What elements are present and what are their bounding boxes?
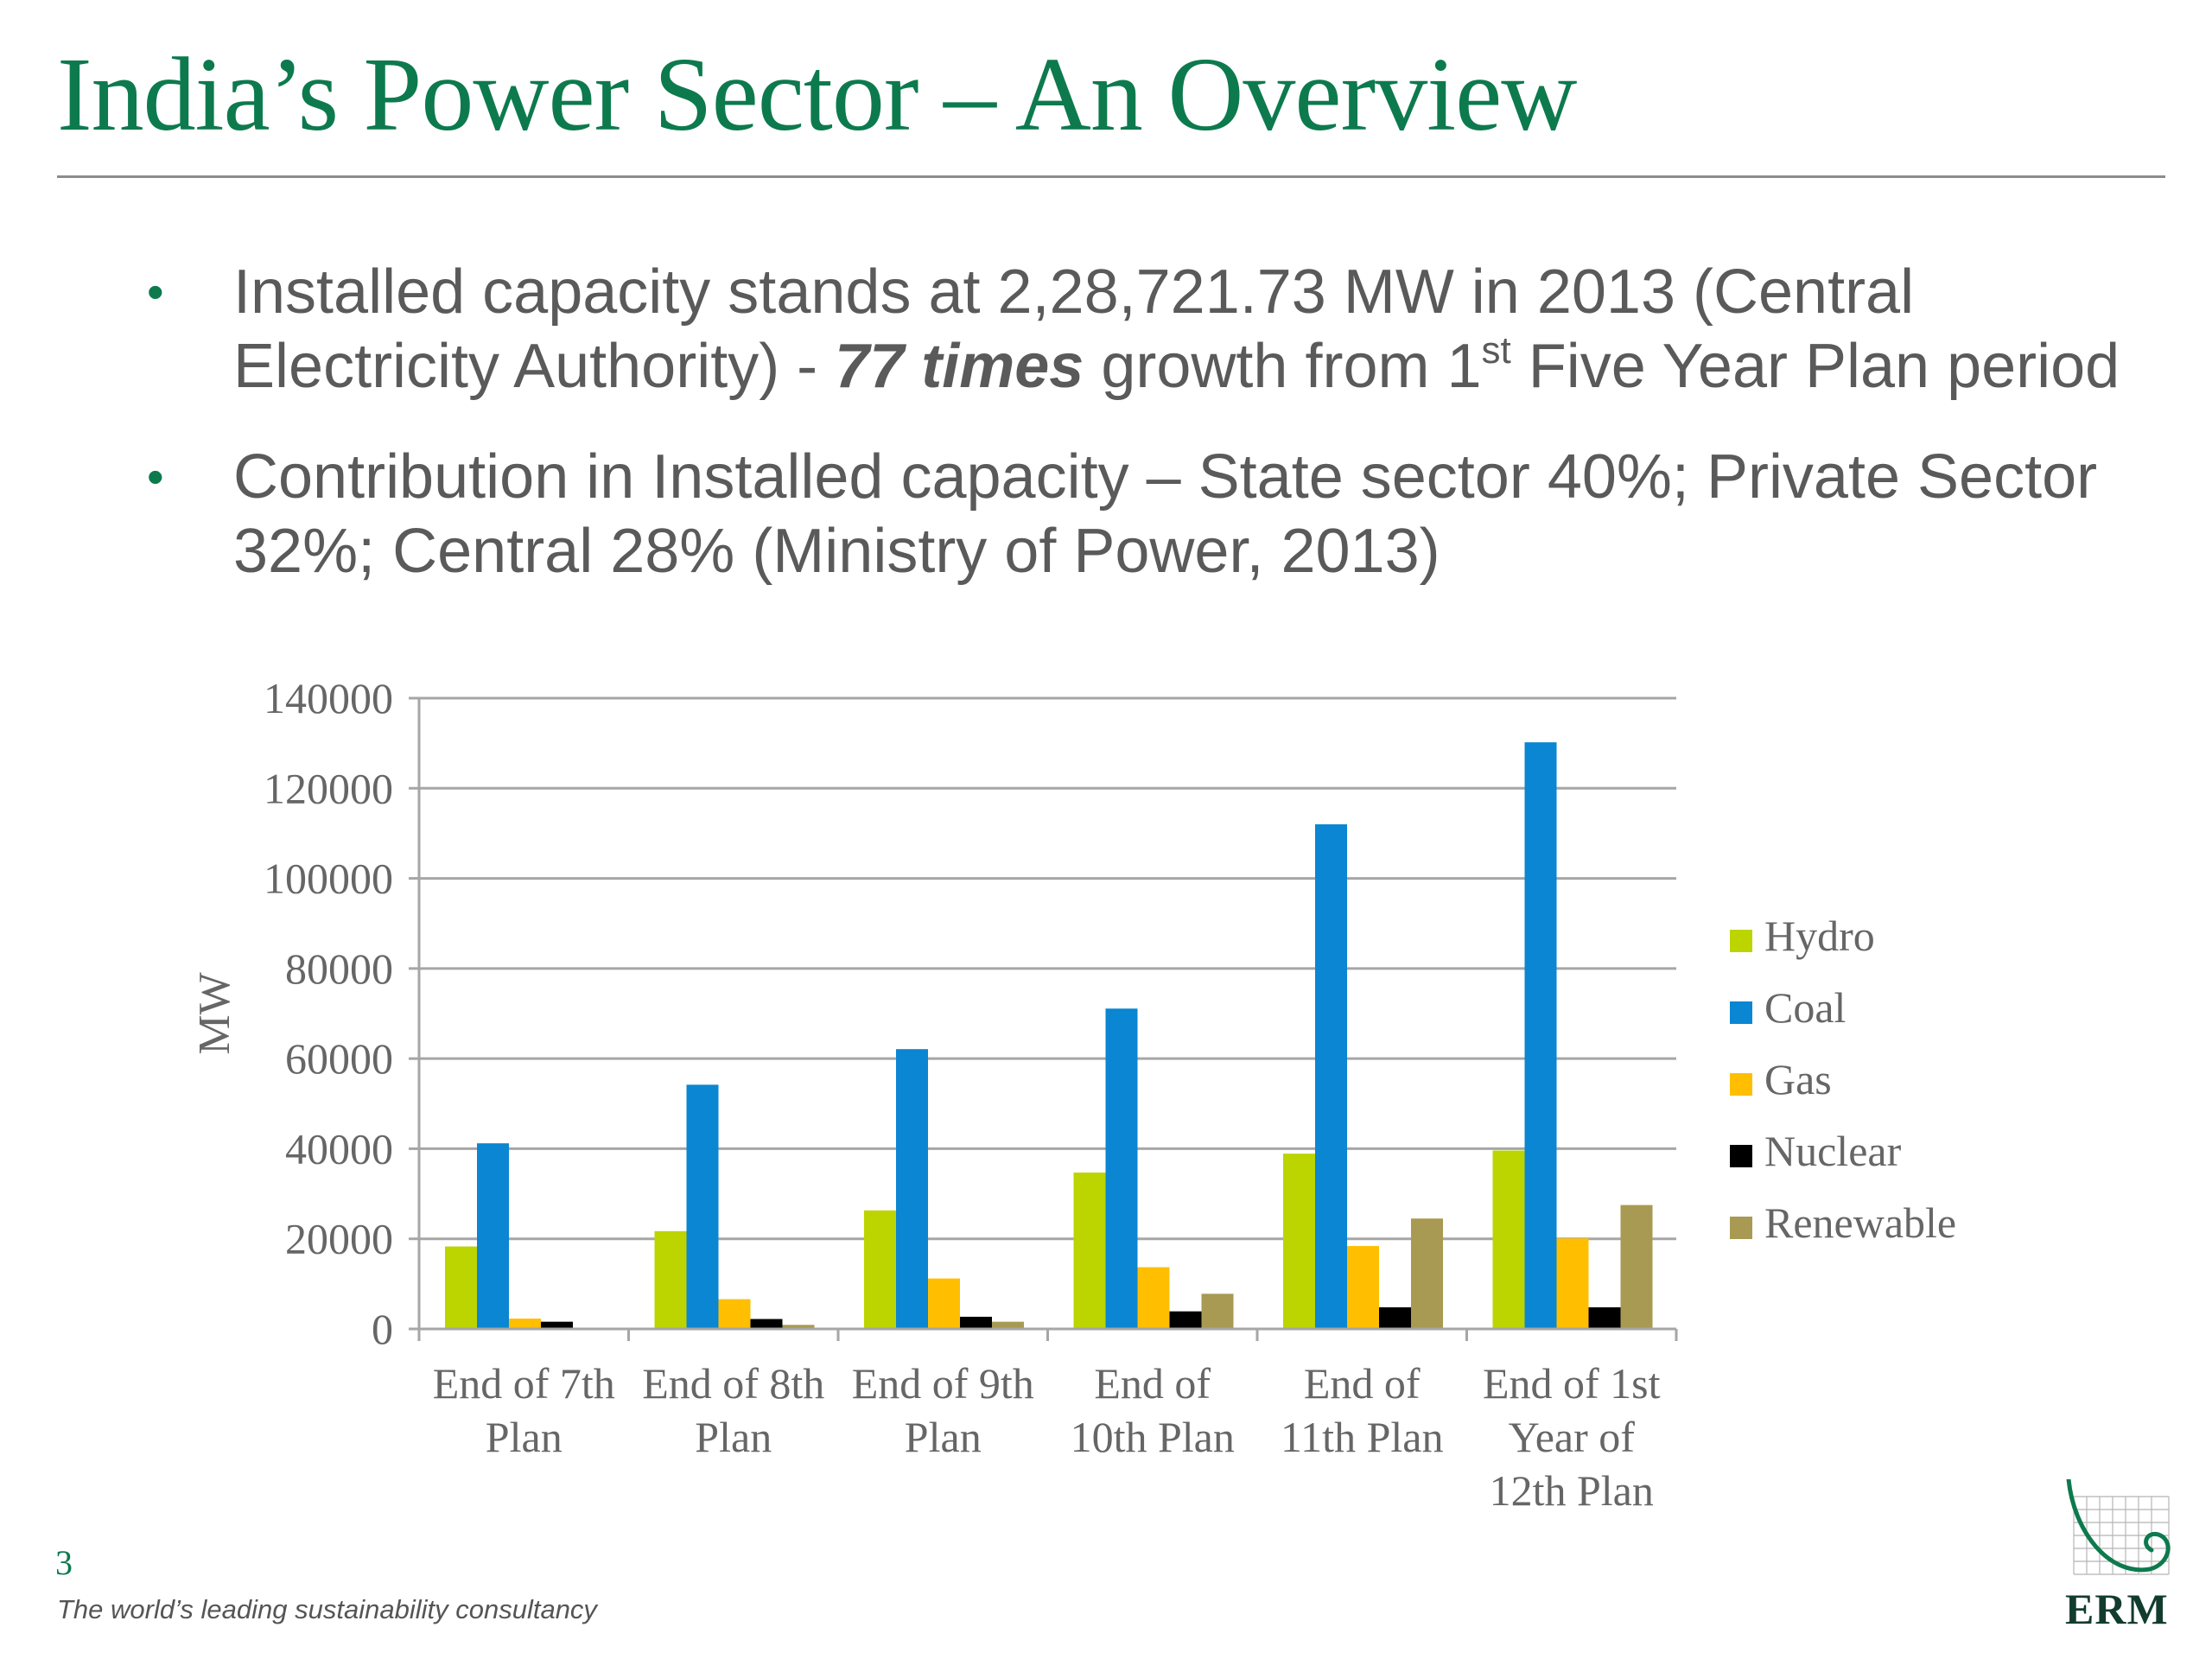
y-tick-label: 140000 <box>264 674 393 722</box>
bar-gas <box>1347 1246 1379 1329</box>
x-category-label: 10th Plan <box>1071 1413 1235 1461</box>
bar-renewable <box>1411 1218 1443 1329</box>
bars <box>445 742 1653 1329</box>
bar-hydro <box>654 1230 687 1329</box>
erm-logo-mark <box>2066 1479 2171 1575</box>
gridlines <box>419 696 1676 1331</box>
bullet-item-contribution: • Contribution in Installed capacity – S… <box>147 440 2160 588</box>
bar-coal <box>1315 824 1347 1329</box>
legend-swatch-gas <box>1730 1073 1752 1096</box>
bullet-text: Five Year Plan period <box>1510 332 2120 401</box>
bar-hydro <box>1073 1173 1106 1329</box>
bar-nuclear <box>1379 1306 1411 1329</box>
x-category-label: Plan <box>695 1413 772 1461</box>
bar-gas <box>718 1299 751 1329</box>
slide-title: India’s Power Sector – An Overview <box>57 36 1577 153</box>
legend-label-renewable: Renewable <box>1764 1198 1956 1247</box>
legend-swatch-nuclear <box>1730 1145 1752 1167</box>
bar-renewable <box>1201 1294 1234 1329</box>
axes <box>409 696 1678 1341</box>
bullet-list: • Installed capacity stands at 2,28,721.… <box>147 255 2160 625</box>
bar-nuclear <box>1169 1311 1202 1329</box>
bar-gas <box>1137 1267 1170 1329</box>
erm-logo-text: ERM <box>2065 1585 2169 1633</box>
footer-tagline: The world’s leading sustainability consu… <box>57 1594 597 1624</box>
bullet-text: Installed capacity stands at 2,28,721.73… <box>233 257 1915 401</box>
bar-hydro <box>1492 1150 1525 1329</box>
legend-swatch-coal <box>1730 1001 1752 1024</box>
x-category-label: End of 1st <box>1483 1359 1661 1408</box>
legend-label-coal: Coal <box>1764 983 1846 1032</box>
x-category-label: Year of <box>1509 1413 1636 1461</box>
legend-label-hydro: Hydro <box>1764 912 1875 960</box>
bullet-superscript: st <box>1481 329 1511 372</box>
bar-renewable <box>992 1321 1024 1329</box>
bar-coal <box>686 1084 719 1329</box>
bar-renewable <box>782 1325 815 1329</box>
bullet-marker: • <box>147 264 164 319</box>
x-category-label: Plan <box>486 1413 563 1461</box>
bar-nuclear <box>541 1321 573 1329</box>
bullet-text: Contribution in Installed capacity – Sta… <box>233 442 2098 586</box>
bar-coal <box>896 1049 928 1329</box>
bar-hydro <box>1283 1154 1315 1329</box>
axis-labels: 0 20000 40000 60000 80000 100000 120000 140000 M… <box>190 674 1661 1515</box>
bar-nuclear <box>750 1319 783 1329</box>
legend: Hydro Coal Gas Nuclear Renewable <box>1730 912 1956 1247</box>
x-category-label: Plan <box>905 1413 982 1461</box>
bar-coal <box>1105 1008 1138 1329</box>
legend-swatch-renewable <box>1730 1217 1752 1239</box>
y-tick-label: 100000 <box>264 855 393 903</box>
bar-nuclear <box>1588 1306 1621 1329</box>
x-category-label: End of 7th <box>433 1359 615 1408</box>
x-category-label: End of 9th <box>852 1359 1034 1408</box>
bar-gas <box>928 1278 960 1329</box>
bar-gas <box>509 1319 541 1329</box>
bullet-emphasis: 77 times <box>835 332 1084 401</box>
bar-hydro <box>445 1246 477 1329</box>
x-category-label: 12th Plan <box>1490 1466 1654 1515</box>
bar-nuclear <box>960 1316 992 1329</box>
y-tick-label: 0 <box>372 1305 393 1353</box>
bar-renewable <box>1620 1205 1653 1329</box>
x-category-label: End of <box>1094 1359 1211 1408</box>
x-category-label: 11th Plan <box>1281 1413 1443 1461</box>
y-tick-label: 80000 <box>285 944 393 993</box>
y-axis-title: MW <box>190 972 239 1054</box>
y-tick-label: 60000 <box>285 1034 393 1083</box>
legend-label-gas: Gas <box>1764 1055 1832 1103</box>
bar-hydro <box>864 1210 896 1329</box>
y-tick-label: 40000 <box>285 1124 393 1173</box>
x-category-label: End of <box>1304 1359 1421 1408</box>
bar-coal <box>477 1143 509 1329</box>
y-tick-label: 20000 <box>285 1215 393 1263</box>
y-tick-label: 120000 <box>264 764 393 812</box>
title-divider <box>57 175 2165 178</box>
bullet-text: growth from 1 <box>1084 332 1482 401</box>
x-category-label: End of 8th <box>642 1359 824 1408</box>
bullet-item-capacity: • Installed capacity stands at 2,28,721.… <box>147 255 2160 404</box>
legend-label-nuclear: Nuclear <box>1764 1127 1902 1175</box>
slide-number: 3 <box>55 1543 73 1582</box>
bar-coal <box>1524 742 1557 1329</box>
bar-gas <box>1556 1238 1589 1329</box>
bullet-marker: • <box>147 449 164 504</box>
legend-swatch-hydro <box>1730 930 1752 952</box>
